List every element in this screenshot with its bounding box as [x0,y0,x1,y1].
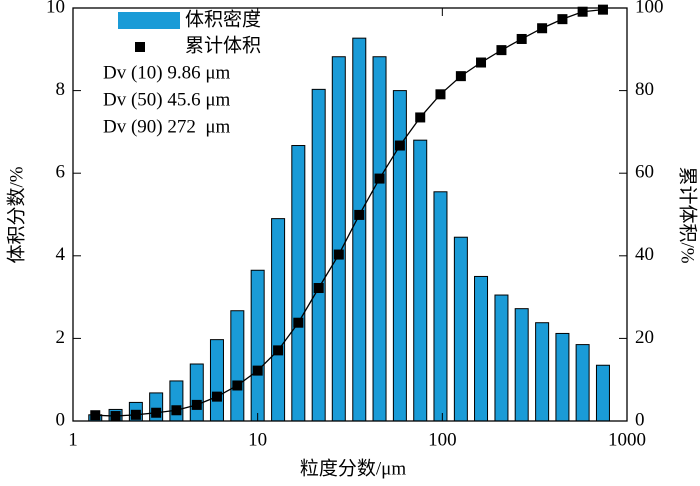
bar [474,275,489,422]
annotation: Dv (10) 9.86 μm [103,62,231,83]
bar [494,294,509,422]
x-tick-label: 1000 [608,429,646,450]
cumulative-marker [313,283,324,294]
bar [413,139,428,422]
cumulative-marker [374,173,385,184]
cumulative-marker [171,405,182,416]
y2-axis-label: 累计体积/% [677,166,699,263]
bar [453,236,468,422]
bar [311,88,326,422]
y2-tick-label: 60 [635,162,654,183]
cumulative-marker [293,317,304,328]
y2-tick-label: 100 [635,0,664,17]
legend-label: 体积密度 [185,8,261,30]
bar [331,56,346,422]
x-tick-label: 100 [428,429,457,450]
bar [291,145,306,422]
y-tick-label: 8 [56,79,66,100]
bar [575,344,590,422]
cumulative-marker [476,57,487,68]
bar [230,310,245,422]
y-tick-label: 2 [56,327,66,348]
y2-tick-label: 80 [635,79,654,100]
legend-swatch [135,42,145,52]
y-tick-label: 10 [46,0,65,17]
bar [189,363,204,422]
cumulative-marker [577,6,588,17]
y2-tick-label: 40 [635,244,654,265]
annotation: Dv (50) 45.6 μm [103,89,231,110]
cumulative-marker [130,409,141,420]
cumulative-marker [394,140,405,151]
cumulative-marker [151,407,162,418]
bar [535,322,550,422]
legend-label: 累计体积 [185,34,261,56]
bar [595,364,610,422]
cumulative-marker [273,345,284,356]
y-tick-label: 6 [56,162,66,183]
cumulative-marker [211,391,222,402]
y2-tick-label: 20 [635,327,654,348]
x-tick-label: 10 [248,429,267,450]
cumulative-marker [557,14,568,25]
cumulative-marker [191,399,202,410]
bar [250,269,265,422]
bar [352,37,367,422]
cumulative-marker [110,411,121,422]
legend-swatch [118,12,180,29]
bar [271,218,286,422]
y-axis-label: 体积分数/% [5,166,27,263]
cumulative-marker [537,23,548,34]
bar [372,56,387,422]
cumulative-marker [252,365,263,376]
plot-frame [72,7,628,422]
x-axis-label: 粒度分数/μm [300,457,406,479]
cumulative-marker [90,410,101,421]
cumulative-marker [333,249,344,260]
y-tick-label: 4 [56,244,66,265]
bar [514,308,529,422]
annotation: Dv (90) 272 μm [103,116,231,137]
cumulative-marker [455,71,466,82]
y-tick-label: 0 [56,409,66,430]
cumulative-marker [516,33,527,44]
x-tick-label: 1 [68,429,78,450]
cumulative-marker [415,112,426,123]
cumulative-marker [232,380,243,391]
bar [209,339,224,422]
bar [433,191,448,422]
cumulative-marker [354,209,365,220]
cumulative-marker [597,4,608,15]
cumulative-marker [435,89,446,100]
bar [555,332,570,422]
y2-tick-label: 0 [635,409,645,430]
cumulative-marker [496,45,507,56]
